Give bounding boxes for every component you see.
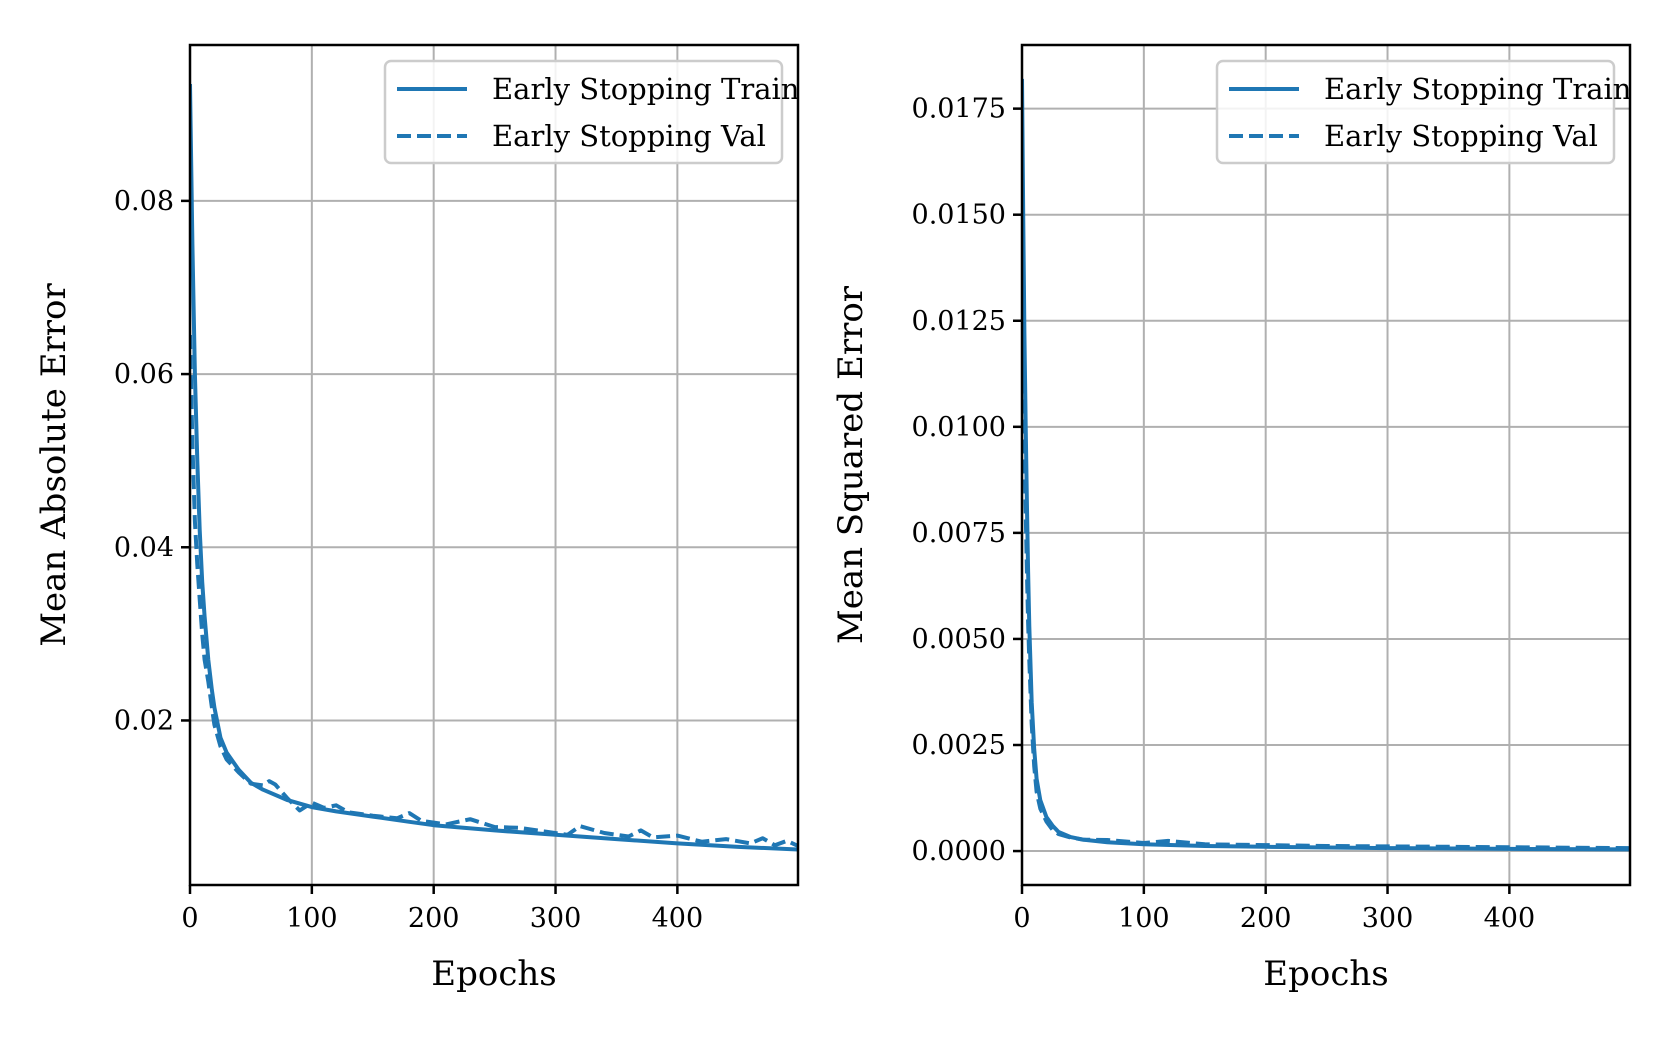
mae-x-tick-label: 100 <box>286 903 338 934</box>
mse-x-tick-label: 100 <box>1118 903 1170 934</box>
mae-x-tick-label: 300 <box>530 903 582 934</box>
mse-series-val-line <box>1022 299 1630 851</box>
mse-chart-panel: 0 100 200 300 400 0.0000 0.0025 0.0050 0.0075 0.0… <box>831 43 1632 994</box>
mse-x-tick-label: 300 <box>1362 903 1414 934</box>
mae-legend-label-val: Early Stopping Val <box>492 119 766 153</box>
mse-legend-label-val: Early Stopping Val <box>1324 119 1598 153</box>
mse-y-tick-label: 0.0100 <box>912 412 1006 443</box>
mse-legend-box <box>1215 59 1616 165</box>
mae-chart-panel: 0 100 200 300 400 0.02 0.04 0.06 0.08 Epochs Mea… <box>34 43 800 994</box>
mse-y-tick-label: 0.0025 <box>912 730 1006 761</box>
mse-y-tick-label: 0.0175 <box>912 94 1006 125</box>
mae-x-tick-label: 200 <box>408 903 460 934</box>
mse-x-tick-label: 0 <box>1013 903 1030 934</box>
mae-y-axis-label: Mean Absolute Error <box>34 282 74 646</box>
mae-x-tick-label: 400 <box>652 903 704 934</box>
mae-series-val-line <box>190 335 798 848</box>
mse-legend-label-train: Early Stopping Train <box>1324 72 1632 106</box>
mse-y-tick-label: 0.0075 <box>912 518 1006 549</box>
mse-legend: Early Stopping Train Early Stopping Val <box>1215 59 1632 165</box>
mae-y-tick-label: 0.08 <box>114 186 174 217</box>
mae-x-axis-label: Epochs <box>431 954 556 994</box>
mae-y-tick-label: 0.04 <box>114 532 174 563</box>
mse-plot-frame <box>1020 43 1632 887</box>
mse-x-axis-label: Epochs <box>1263 954 1388 994</box>
mse-y-tick-label: 0.0000 <box>912 836 1006 867</box>
mae-legend-box <box>383 59 784 165</box>
mae-y-tick-label: 0.02 <box>114 705 174 736</box>
mse-y-tick-label: 0.0125 <box>912 306 1006 337</box>
mae-series-train-line <box>190 83 798 852</box>
mse-x-tick-label: 200 <box>1240 903 1292 934</box>
mse-y-axis-label: Mean Squared Error <box>831 285 871 644</box>
mae-legend: Early Stopping Train Early Stopping Val <box>383 59 800 165</box>
mse-y-tick-label: 0.0050 <box>912 624 1006 655</box>
mae-y-tick-label: 0.06 <box>114 359 174 390</box>
mae-plot-frame <box>188 43 800 887</box>
mse-y-tick-label: 0.0150 <box>912 200 1006 231</box>
mae-x-tick-label: 0 <box>181 903 198 934</box>
mae-legend-label-train: Early Stopping Train <box>492 72 800 106</box>
mse-series-train-line <box>1022 78 1630 852</box>
mse-x-tick-label: 400 <box>1484 903 1536 934</box>
